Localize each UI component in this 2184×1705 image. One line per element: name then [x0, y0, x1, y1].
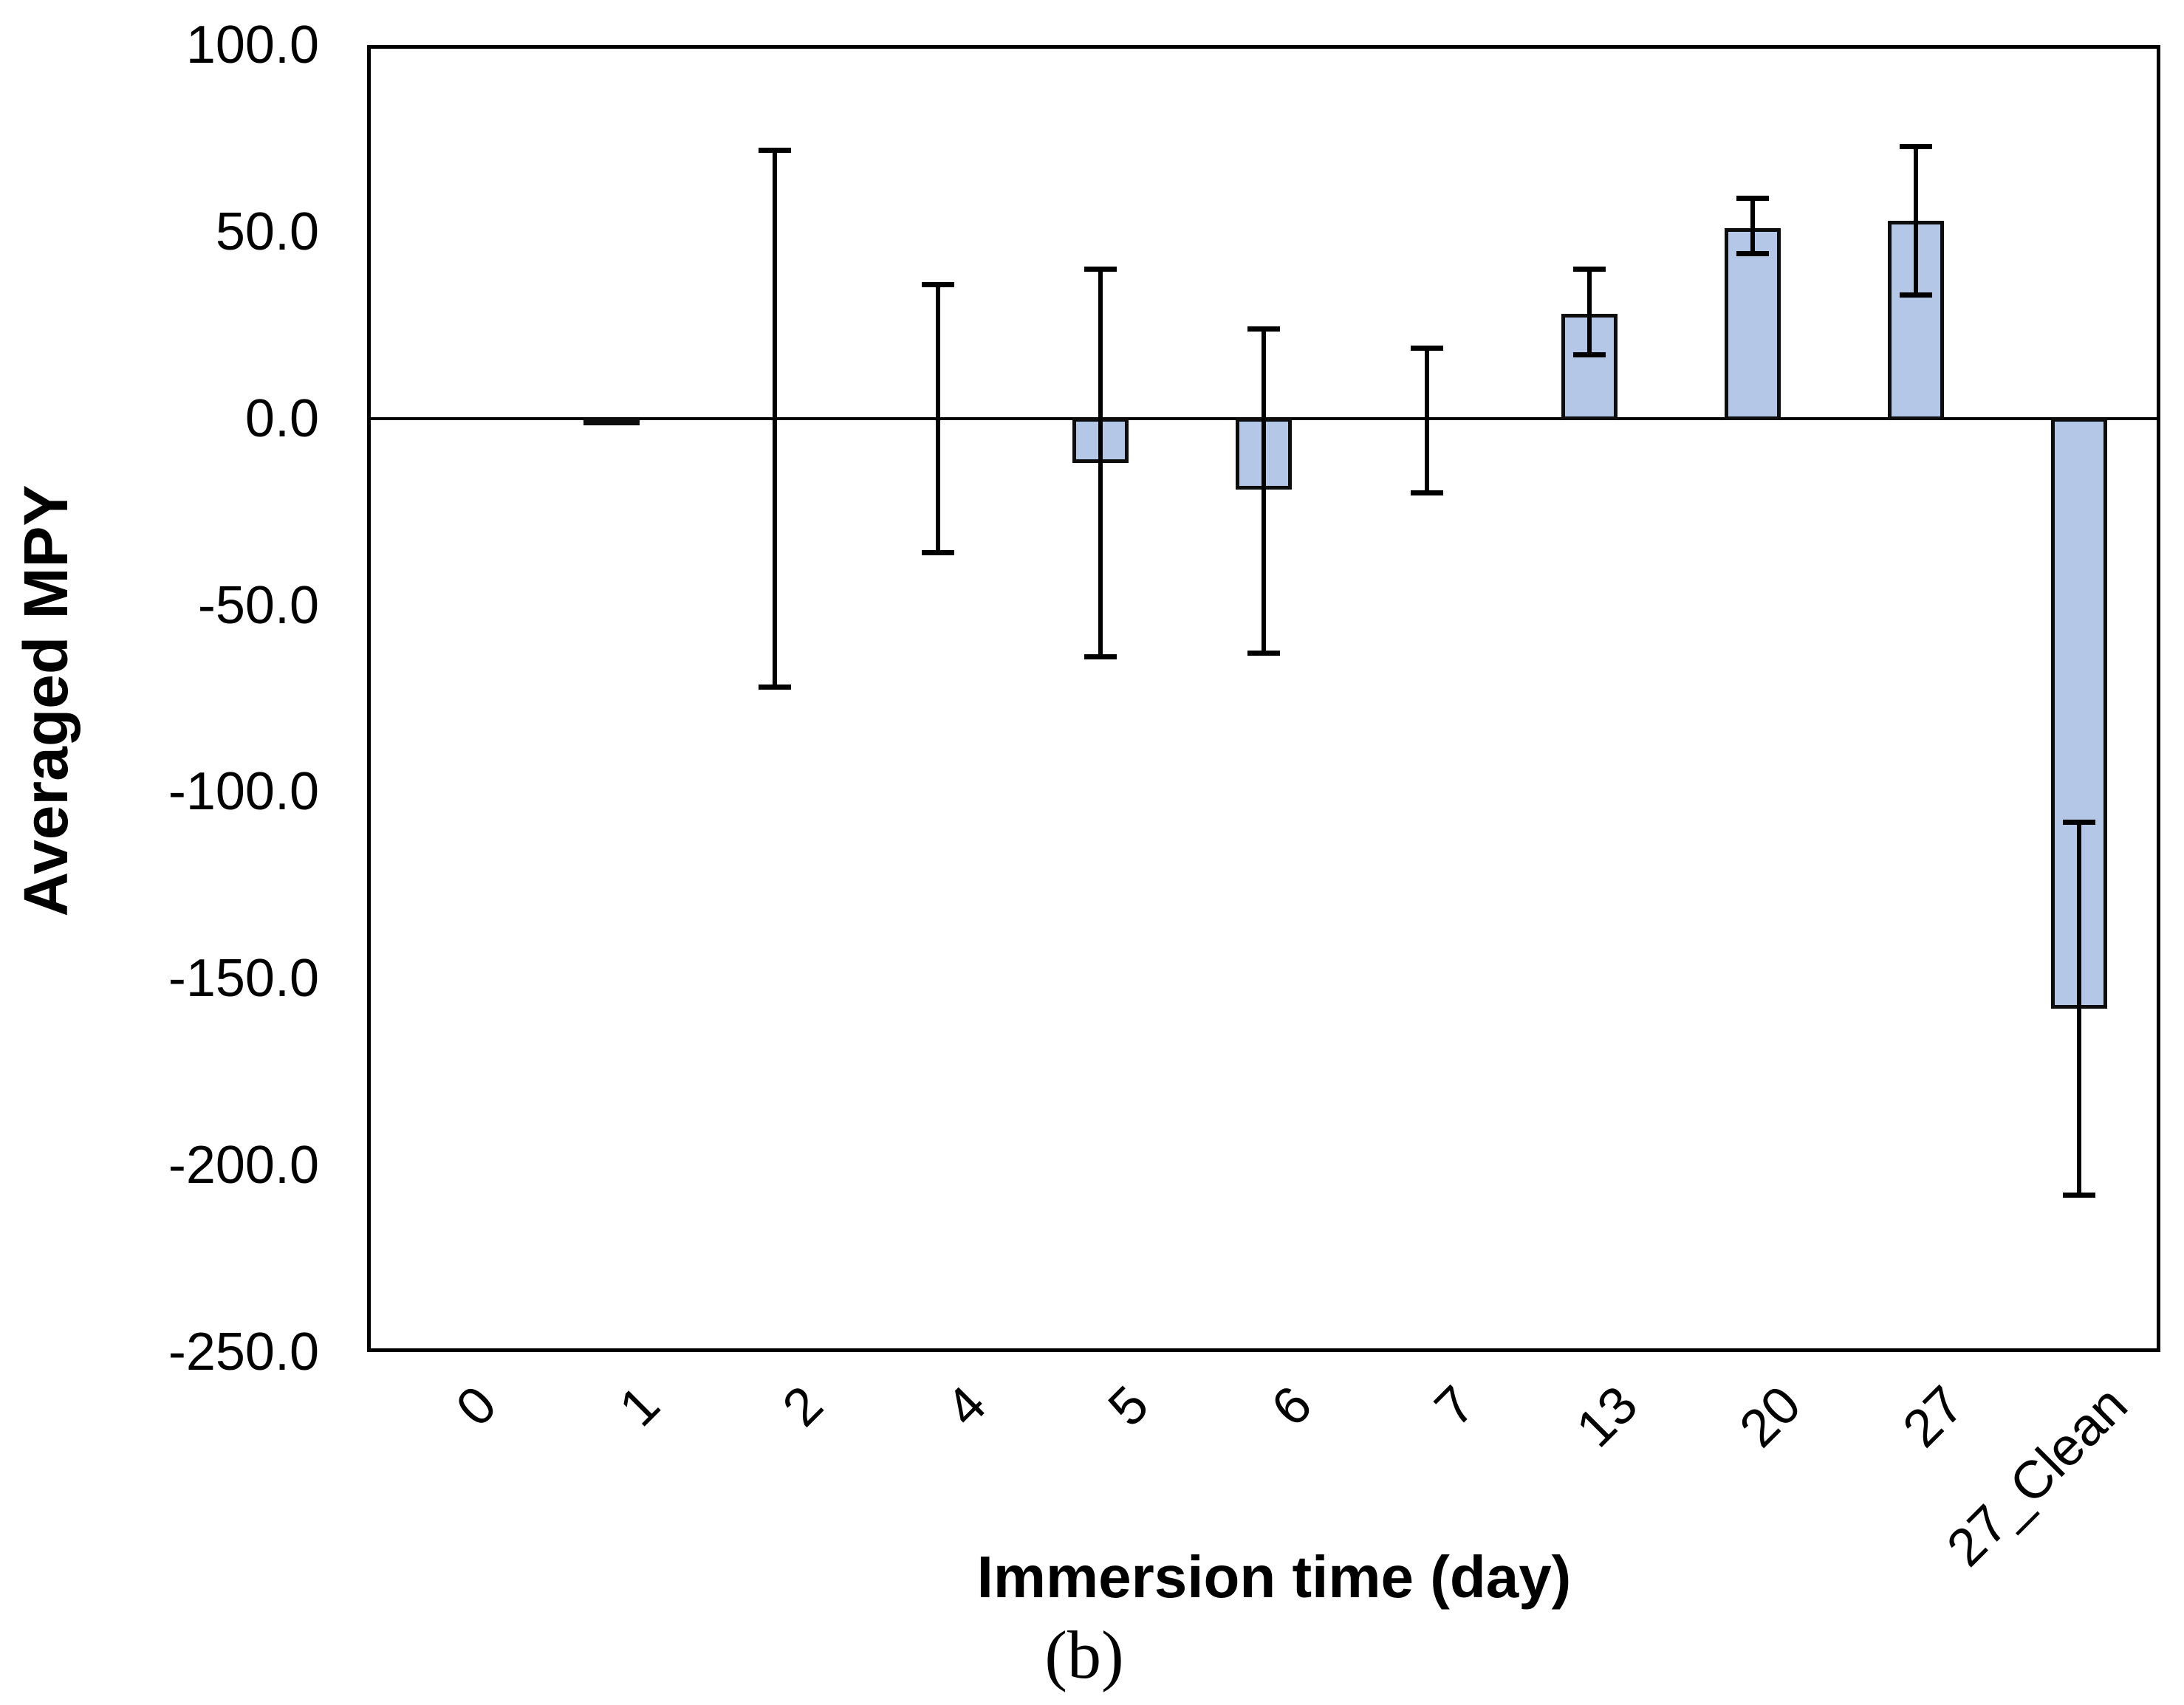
error-bar-cap-top — [921, 281, 954, 287]
bar — [583, 417, 640, 425]
error-bar-line — [1262, 329, 1266, 654]
error-bar-line — [1424, 347, 1429, 493]
error-bar-line — [935, 284, 940, 553]
y-tick-label: -200.0 — [168, 1136, 319, 1195]
error-bar-cap-bottom — [1736, 251, 1770, 257]
x-axis-title: Immersion time (day) — [976, 1544, 1572, 1610]
y-tick-label: -150.0 — [168, 949, 319, 1009]
y-tick-label: 50.0 — [215, 202, 319, 261]
error-bar-cap-bottom — [2062, 1192, 2095, 1198]
bar — [2050, 417, 2107, 1009]
error-bar-cap-top — [1736, 196, 1770, 202]
error-bar-cap-bottom — [1247, 651, 1280, 656]
error-bar-line — [772, 149, 777, 687]
error-bar-cap-bottom — [1573, 351, 1606, 357]
error-bar-cap-top — [1247, 326, 1280, 332]
y-tick-label: -250.0 — [168, 1323, 319, 1382]
y-tick-label: 100.0 — [185, 16, 319, 75]
error-bar-cap-top — [1573, 267, 1606, 272]
error-bar-line — [1098, 269, 1103, 658]
error-bar-line — [1913, 145, 1918, 295]
plot-area — [367, 45, 2160, 1352]
bar — [1725, 227, 1781, 420]
error-bar-cap-bottom — [1084, 654, 1117, 660]
error-bar-line — [2076, 821, 2081, 1195]
error-bar-cap-top — [1899, 143, 1932, 149]
y-tick-label: -100.0 — [168, 762, 319, 822]
figure-caption: (b) — [1044, 1617, 1124, 1692]
error-bar-cap-bottom — [758, 684, 791, 690]
error-bar-cap-bottom — [1410, 490, 1443, 495]
y-tick-label: 0.0 — [244, 388, 319, 448]
error-bar-cap-top — [1410, 345, 1443, 351]
error-bar-cap-top — [2062, 819, 2095, 825]
error-bar-cap-top — [758, 147, 791, 153]
error-bar-line — [1587, 269, 1592, 355]
error-bar-cap-bottom — [921, 549, 954, 555]
y-tick-label: -50.0 — [197, 575, 319, 635]
error-bar-line — [1750, 198, 1756, 255]
error-bar-cap-top — [1084, 267, 1117, 272]
error-bar-cap-bottom — [1899, 292, 1932, 298]
